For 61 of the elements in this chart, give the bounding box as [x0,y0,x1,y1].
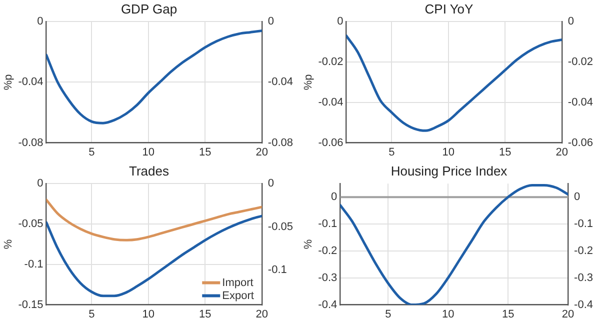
y2-tick-label: -0.2 [574,244,594,257]
y2-tick-label: -0.04 [568,96,594,108]
line-series [46,198,262,242]
y-axis-title: %p [2,74,15,90]
y-tick-label: -0.1 [24,258,44,270]
x-tick-label: 15 [199,308,212,320]
y2-tick-label: -0.4 [574,298,594,311]
y-tick-label: -0.04 [318,96,344,108]
x-tick-label: 10 [142,308,155,320]
y-tick-label: -0.2 [318,244,338,257]
chart-title: Housing Price Index [390,163,508,178]
y2-tick-label: 0 [568,16,574,28]
legend-label: Import [222,276,254,289]
line-series [346,34,562,132]
y2-tick-label: -0.3 [574,272,594,284]
x-tick-label: 20 [256,308,268,320]
x-tick-label: 20 [256,146,268,158]
y-axis-title: % [302,239,315,250]
x-tick-label: 10 [442,146,455,158]
line-series [46,29,262,124]
y-tick-label: 0 [337,16,344,28]
y-tick-label: -0.3 [318,272,338,284]
y-tick-label: -0.15 [18,298,44,311]
line-series [340,184,568,305]
x-tick-label: 5 [388,146,395,158]
x-tick-label: 20 [562,308,574,320]
y2-tick-label: 0 [268,16,274,28]
y2-tick-label: 0 [574,191,580,204]
y2-tick-label: -0.04 [268,76,294,88]
y-tick-label: -0.05 [18,218,44,230]
chart-title: GDP Gap [120,1,178,16]
y-tick-label: -0.1 [318,218,338,230]
y-tick-label: 0 [331,191,338,204]
y-tick-label: -0.08 [18,136,44,149]
x-tick-label: 10 [442,308,454,320]
y-tick-label: -0.4 [318,298,338,311]
x-tick-label: 10 [142,146,155,158]
x-tick-label: 15 [499,146,512,158]
y2-tick-label: -0.05 [268,220,294,233]
y-tick-label: -0.02 [318,56,344,68]
y-axis-title: %p [302,74,315,90]
y2-tick-label: -0.1 [268,264,287,276]
y2-tick-label: 0 [268,178,274,190]
x-tick-label: 5 [88,146,95,158]
x-tick-label: 20 [556,146,568,158]
y-tick-label: 0 [37,16,44,28]
y-tick-label: -0.04 [18,76,44,88]
y-axis-title: % [2,239,15,250]
y-tick-label: -0.06 [318,136,344,149]
chart-title: Trades [129,163,170,178]
legend-label: Export [222,290,254,302]
x-tick-label: 5 [385,308,392,320]
x-tick-label: 15 [199,146,212,158]
y2-tick-label: -0.02 [568,56,594,68]
chart-title: CPI YoY [424,1,474,16]
y2-tick-label: -0.1 [574,218,594,230]
x-tick-label: 15 [502,308,514,320]
y-tick-label: 0 [37,178,44,190]
x-tick-label: 5 [88,308,95,320]
y2-tick-label: -0.06 [568,136,594,149]
y2-tick-label: -0.08 [268,136,294,149]
